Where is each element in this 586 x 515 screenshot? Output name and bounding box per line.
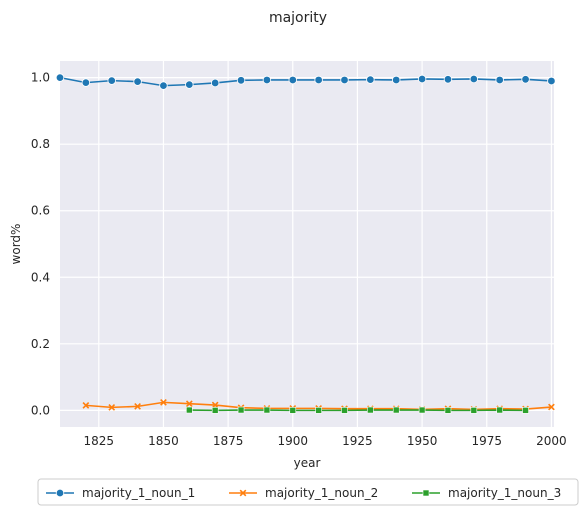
legend-frame xyxy=(37,478,579,506)
data-point xyxy=(211,401,219,409)
y-tick-label: 0.8 xyxy=(31,137,50,151)
y-tick-label: 0.6 xyxy=(31,204,50,218)
legend-label: majority_1_noun_2 xyxy=(265,486,378,500)
data-point xyxy=(522,407,529,414)
x-tick-label: 1825 xyxy=(84,434,115,448)
data-point xyxy=(108,404,116,411)
data-point xyxy=(263,406,271,414)
data-point xyxy=(314,75,323,85)
series-line xyxy=(59,76,552,87)
x-tick-label: 1900 xyxy=(278,434,309,448)
data-point xyxy=(417,74,427,84)
legend-label: majority_1_noun_1 xyxy=(82,486,195,500)
plot-area xyxy=(60,61,554,427)
legend-marker xyxy=(239,489,247,497)
data-point xyxy=(210,78,220,88)
data-point xyxy=(82,402,90,409)
y-tick-label: 0.2 xyxy=(31,337,50,351)
x-tick-label: 1875 xyxy=(213,434,244,448)
x-tick-label: 2000 xyxy=(536,434,567,448)
data-point xyxy=(340,75,349,85)
data-point xyxy=(211,407,219,414)
data-point xyxy=(367,406,374,414)
data-point xyxy=(237,406,245,414)
data-point xyxy=(185,400,193,408)
y-tick-labels: 0.0 0.2 0.4 0.6 0.8 1.0 xyxy=(31,71,50,418)
data-point xyxy=(159,81,168,90)
legend: majority_1_noun_1 majority_1_noun_2 majori… xyxy=(37,478,579,506)
y-tick-label: 0.0 xyxy=(31,403,50,417)
series-majority_1_noun_3 xyxy=(186,406,529,414)
y-axis-label: word% xyxy=(9,224,23,265)
series-majority_1_noun_1 xyxy=(55,73,556,90)
x-tick-labels: 1825 1850 1875 1900 1925 1950 1975 2000 xyxy=(84,434,567,448)
data-point xyxy=(521,75,530,84)
data-point xyxy=(288,75,297,85)
data-point xyxy=(185,80,194,89)
data-point xyxy=(315,407,322,414)
data-point xyxy=(496,406,503,414)
data-point xyxy=(469,74,479,84)
legend-item: majority_1_noun_3 xyxy=(412,486,561,500)
legend-item: majority_1_noun_1 xyxy=(46,486,195,500)
data-point xyxy=(418,406,426,414)
data-point xyxy=(133,77,142,86)
x-tick-label: 1850 xyxy=(148,434,179,448)
data-point xyxy=(548,403,555,411)
data-point xyxy=(81,78,91,87)
data-point xyxy=(341,407,348,414)
legend-label: majority_1_noun_3 xyxy=(448,486,561,500)
data-point xyxy=(392,406,400,414)
y-tick-label: 0.4 xyxy=(31,270,50,284)
chart-title: majority xyxy=(269,10,327,26)
data-point xyxy=(495,75,504,85)
data-point xyxy=(366,75,375,84)
y-tick-label: 1.0 xyxy=(31,71,50,85)
data-point xyxy=(55,73,65,82)
x-tick-label: 1925 xyxy=(342,434,373,448)
data-point xyxy=(392,75,401,85)
data-point xyxy=(236,76,246,85)
x-tick-label: 1950 xyxy=(407,434,438,448)
data-point xyxy=(289,407,297,414)
x-tick-label: 1975 xyxy=(471,434,502,448)
legend-marker xyxy=(422,489,430,497)
data-point xyxy=(547,76,556,86)
data-point xyxy=(262,75,272,85)
data-point xyxy=(186,406,193,414)
series-layer xyxy=(55,73,556,414)
data-point xyxy=(470,407,478,414)
x-axis-label: year xyxy=(294,456,321,470)
data-point xyxy=(107,76,116,85)
data-point xyxy=(134,403,141,410)
data-point xyxy=(443,75,453,84)
data-point xyxy=(444,407,452,414)
legend-item: majority_1_noun_2 xyxy=(229,486,378,500)
data-point xyxy=(160,399,167,406)
legend-marker xyxy=(55,488,65,498)
